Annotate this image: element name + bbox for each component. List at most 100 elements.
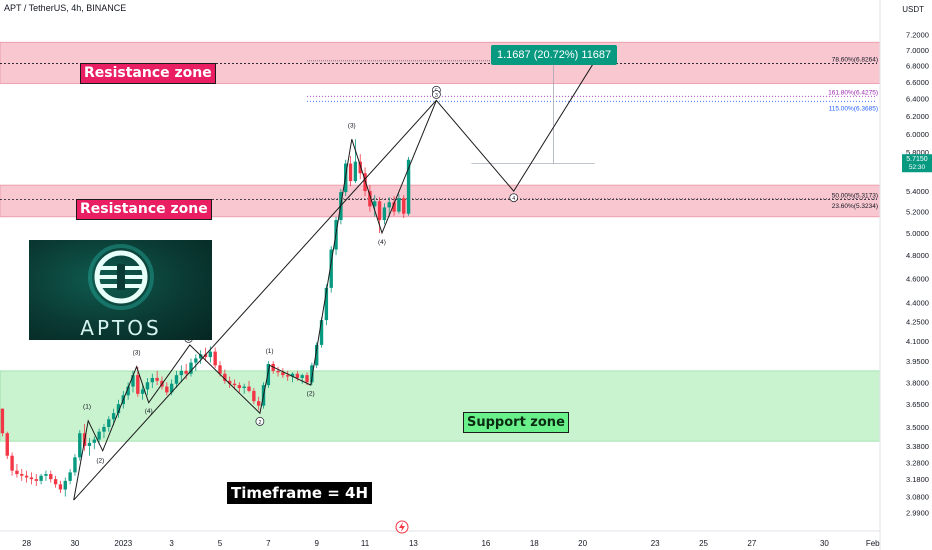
candle-body: [315, 344, 319, 366]
wave-label: (4): [378, 239, 386, 246]
candle-body: [252, 390, 256, 402]
resistance-zone-label-upper: Resistance zone: [80, 63, 216, 84]
y-tick-label: 2.9900: [906, 509, 929, 518]
candle-body: [198, 354, 203, 359]
candle-body: [140, 389, 145, 394]
candle-body: [53, 479, 58, 485]
candle-body: [203, 354, 208, 358]
aptos-logo-image: APTOS: [29, 240, 212, 340]
y-tick-label: 3.5000: [906, 423, 929, 432]
y-tick-label: 6.6000: [906, 78, 929, 87]
candle-body: [266, 363, 271, 386]
y-tick-label: 4.2500: [906, 317, 929, 326]
candle-body: [126, 386, 130, 396]
candle-body: [29, 477, 34, 480]
candle-body: [0, 408, 5, 434]
candle-body: [237, 385, 242, 389]
candle-body: [107, 419, 111, 427]
x-tick-label: 11: [361, 539, 370, 548]
x-tick-label: 9: [314, 539, 319, 548]
candle-body: [44, 474, 48, 476]
candle-body: [368, 191, 372, 207]
y-tick-label: 6.4000: [906, 95, 929, 104]
wave-label: 3: [435, 93, 438, 99]
current-price-badge: [902, 154, 932, 173]
candle-body: [174, 375, 179, 384]
wave-label-circle: [509, 193, 519, 203]
candle-body: [179, 370, 184, 376]
candle-body: [184, 370, 188, 374]
candle-body: [24, 475, 29, 478]
candle-body: [189, 362, 193, 374]
x-tick-label: 16: [481, 539, 490, 548]
y-tick-label: 7.0000: [906, 46, 929, 55]
candle-body: [256, 401, 261, 406]
lightning-icon: [399, 522, 405, 532]
wave-label-circle: [255, 417, 265, 426]
candle-body: [39, 475, 43, 481]
candle-body: [111, 413, 116, 420]
y-tick-label: 5.2000: [906, 208, 929, 217]
wave-label: 4: [512, 196, 515, 202]
wave-label: (3): [348, 122, 356, 129]
y-tick-label: 5.0000: [906, 229, 929, 238]
candle-body: [387, 202, 391, 208]
symbol-header[interactable]: APT / TetherUS, 4h, BINANCE: [4, 3, 127, 13]
candle-body: [324, 287, 329, 321]
candle-body: [276, 370, 280, 373]
candle-body: [145, 382, 150, 390]
candle-body: [242, 386, 246, 389]
fib-level-label: 78.60%(6.8264): [832, 57, 878, 64]
candle-body: [34, 479, 38, 481]
candle-body: [87, 442, 92, 446]
aptos-logo-icon: APTOS: [80, 244, 161, 340]
y-tick-label: 4.6000: [906, 274, 929, 283]
candle-body: [150, 377, 154, 383]
impulse-trend-line: [73, 100, 437, 501]
candle-body: [402, 198, 406, 214]
y-tick-label: 4.8000: [906, 251, 929, 260]
candle-body: [295, 373, 300, 378]
y-tick-label: 5.8000: [906, 148, 929, 157]
candle-body: [131, 375, 135, 387]
candle-body: [373, 201, 377, 207]
candle-body: [73, 457, 77, 473]
candle-body: [286, 375, 290, 377]
candle-body: [392, 202, 396, 212]
candle-body: [247, 386, 251, 391]
current-price-countdown: 52:30: [909, 164, 926, 171]
candle-body: [348, 163, 353, 182]
y-tick-label: 7.2000: [906, 31, 929, 40]
x-tick-label: 23: [651, 539, 660, 548]
y-tick-label: 3.8000: [906, 378, 929, 387]
candle-body: [68, 472, 72, 481]
y-tick-label: 5.4000: [906, 187, 929, 196]
wave-label: (1): [266, 348, 274, 355]
candle-body: [397, 198, 401, 212]
elliott-wave-path: [73, 59, 597, 501]
candle-body: [223, 373, 227, 381]
candle-body: [377, 201, 382, 221]
candle-body: [310, 365, 314, 383]
x-tick-label: 3: [169, 539, 174, 548]
logo-wordmark: APTOS: [80, 316, 161, 340]
x-tick-label: 28: [22, 539, 31, 548]
x-tick-label: 30: [820, 539, 829, 548]
y-tick-label: 6.8000: [906, 62, 929, 71]
candle-body: [116, 404, 121, 414]
fib-level-label: 115.00%(6.3685): [829, 105, 878, 112]
candle-body: [58, 484, 63, 490]
y-tick-label: 3.9500: [906, 357, 929, 366]
candle-body: [406, 159, 411, 214]
fib-level-label: 50.00%(5.3173): [832, 192, 878, 199]
currency-label: USDT: [902, 5, 924, 14]
x-tick-label: 13: [409, 539, 418, 548]
candle-body: [20, 474, 24, 476]
y-tick-label: 3.2800: [906, 458, 929, 467]
timeframe-label: Timeframe = 4H: [227, 482, 373, 504]
wave-label: (4): [145, 408, 153, 415]
y-tick-label: 3.0800: [906, 493, 929, 502]
candle-body: [358, 161, 362, 174]
